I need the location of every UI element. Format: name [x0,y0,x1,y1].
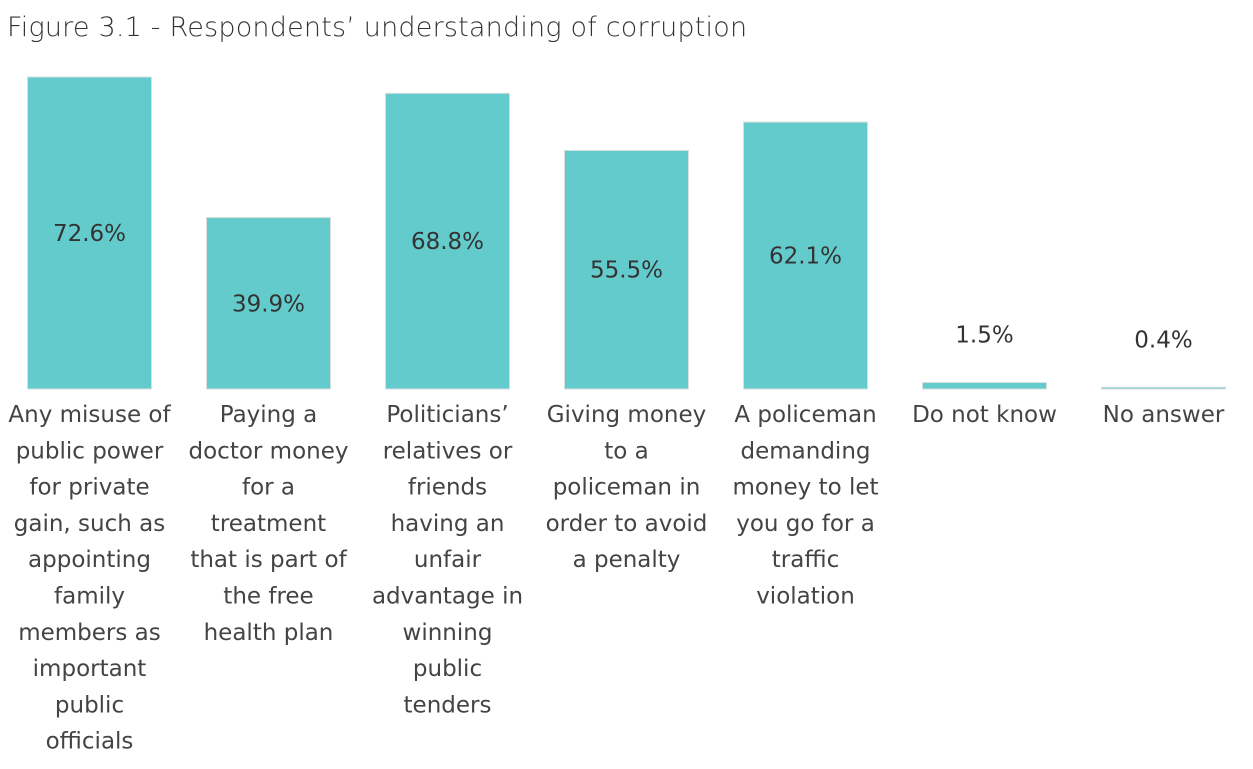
category-label-line: appointing [28,547,151,573]
value-label-0: 72.6% [53,221,126,247]
category-label-line: important [33,656,147,682]
category-label-line: public power [16,438,164,464]
category-label-line: for a [242,475,295,501]
value-label-1: 39.9% [232,291,305,317]
category-label-line: public [55,692,124,718]
category-label-line: order to avoid [546,511,708,537]
category-label-line: for private [29,475,149,501]
category-label-line: public [413,656,482,682]
bar-5 [922,382,1047,390]
value-label-2: 68.8% [411,229,484,255]
category-label-line: to a [604,438,649,464]
category-label-line: violation [756,584,855,610]
category-label-line: A policeman [734,402,876,428]
category-label-6: No answer [1103,402,1225,428]
category-label-line: Politicians’ [386,402,508,428]
bar-3 [564,149,689,390]
category-label-1: Paying a doctor money for a treatment that i… [189,402,349,646]
category-label-2: Politicians’ relatives or friends having an… [372,402,523,718]
value-label-6: 0.4% [1134,327,1192,353]
category-label-0: Any misuse of public power for private gain… [8,402,171,755]
category-label-line: unfair [414,547,482,573]
chart-title: Figure 3.1 - Respondents’ understanding … [7,12,748,43]
category-label-4: A policeman demanding money to let you go f… [732,402,878,610]
bar-0 [27,76,152,390]
category-label-line: gain, such as [14,511,165,537]
category-label-line: winning [403,620,493,646]
category-label-line: policeman in [553,475,701,501]
bar-2 [385,92,510,390]
value-label-5: 1.5% [955,323,1013,349]
category-label-line: treatment [211,511,326,537]
category-label-3: Giving money to a policeman in order to avo… [546,402,708,573]
category-label-line: traffic [772,547,839,573]
category-label-line: advantage in [372,584,523,610]
category-label-line: friends [408,475,487,501]
category-label-5: Do not know [912,402,1057,428]
category-label-line: Do not know [912,402,1057,428]
category-label-line: a penalty [573,547,681,573]
bar-4 [743,121,868,390]
category-label-line: officials [46,729,134,755]
category-label-line: Paying a [220,402,318,428]
category-label-line: money to let [732,475,878,501]
category-label-line: the free [223,584,313,610]
category-label-line: members as [18,620,161,646]
category-label-line: tenders [404,692,492,718]
bar-1 [206,217,331,390]
category-label-line: you go for a [736,511,875,537]
category-label-line: family [54,584,125,610]
category-label-line: having an [391,511,505,537]
bar-6 [1101,386,1226,390]
category-label-line: doctor money [189,438,349,464]
category-label-line: that is part of [190,547,347,573]
category-label-line: demanding [741,438,871,464]
category-label-line: Giving money [547,402,707,428]
value-label-4: 62.1% [769,244,842,270]
category-label-line: No answer [1103,402,1225,428]
category-label-line: Any misuse of [8,402,171,428]
category-label-line: relatives or [383,438,513,464]
value-label-3: 55.5% [590,258,663,284]
category-label-line: health plan [204,620,334,646]
